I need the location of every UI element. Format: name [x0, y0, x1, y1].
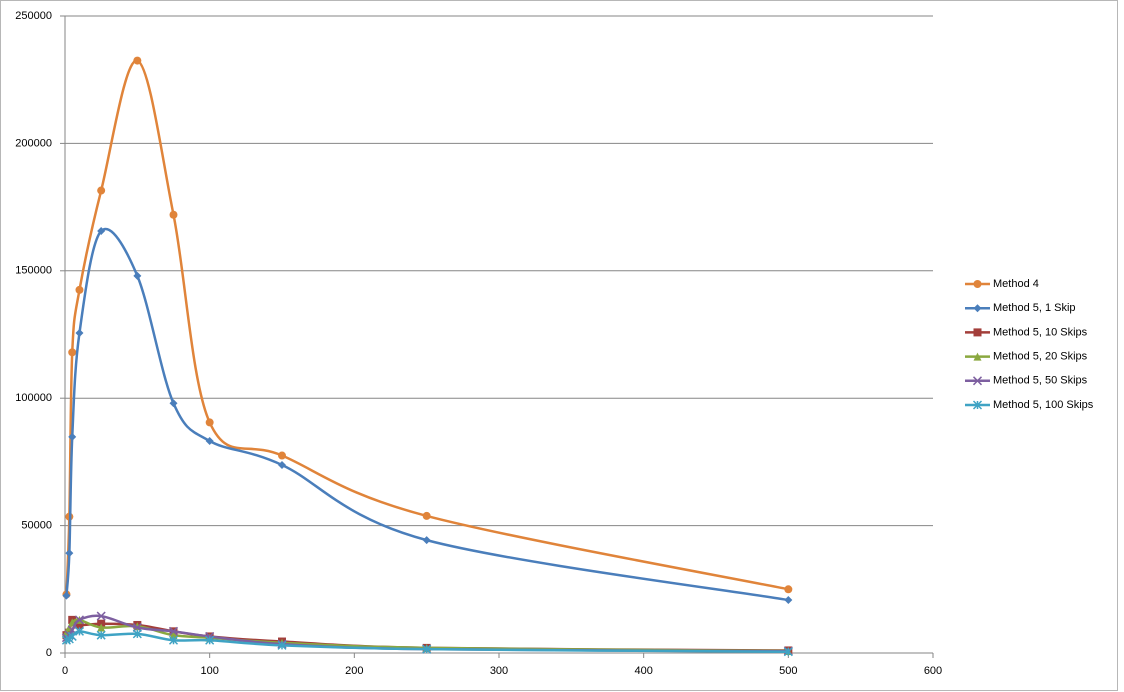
marker [973, 304, 982, 313]
marker [169, 399, 178, 408]
marker [422, 644, 432, 654]
legend-label: Method 5, 10 Skips [993, 326, 1088, 338]
marker [205, 635, 215, 645]
marker [278, 451, 286, 460]
marker [96, 611, 106, 621]
marker [74, 615, 84, 625]
x-tick-label: 300 [490, 665, 508, 677]
x-tick-label: 100 [200, 665, 218, 677]
marker [62, 591, 71, 600]
marker [278, 460, 286, 469]
y-tick-label: 150000 [15, 265, 52, 277]
marker [277, 640, 287, 650]
marker [169, 631, 178, 640]
marker [973, 328, 982, 337]
marker [97, 186, 106, 195]
x-tick-label: 0 [62, 665, 68, 677]
marker [132, 629, 142, 639]
x-tick-label: 400 [634, 665, 652, 677]
y-tick-label: 200000 [15, 137, 52, 149]
marker [67, 631, 77, 641]
x-tick-label: 500 [779, 665, 797, 677]
marker [784, 596, 793, 605]
marker [169, 210, 178, 219]
x-tick-label: 600 [924, 665, 942, 677]
y-tick-label: 50000 [21, 520, 52, 532]
marker [972, 376, 983, 386]
marker [97, 623, 106, 632]
marker [972, 400, 983, 410]
series-line [65, 59, 789, 595]
y-tick-label: 0 [46, 647, 52, 659]
marker [75, 620, 84, 629]
legend-label: Method 5, 1 Skip [993, 302, 1076, 314]
legend-label: Method 5, 20 Skips [993, 351, 1088, 363]
legend-label: Method 5, 100 Skips [993, 399, 1094, 411]
marker [133, 271, 142, 280]
x-tick-label: 200 [345, 665, 363, 677]
marker [75, 328, 84, 337]
marker [133, 56, 142, 65]
y-tick-label: 250000 [15, 10, 52, 22]
y-tick-label: 100000 [15, 392, 52, 404]
marker [783, 647, 793, 657]
marker [65, 549, 74, 558]
legend-label: Method 4 [993, 278, 1039, 290]
marker [97, 227, 106, 236]
marker [96, 630, 106, 640]
marker [68, 432, 77, 441]
marker [973, 280, 982, 288]
marker [205, 437, 214, 446]
marker [205, 418, 214, 427]
marker [422, 511, 431, 520]
legend-label: Method 5, 50 Skips [993, 375, 1088, 387]
marker [74, 626, 84, 636]
marker [168, 635, 179, 645]
marker [973, 352, 982, 361]
marker [422, 536, 431, 545]
marker [75, 285, 84, 294]
marker [68, 348, 77, 357]
marker [168, 626, 179, 636]
marker [784, 585, 793, 594]
